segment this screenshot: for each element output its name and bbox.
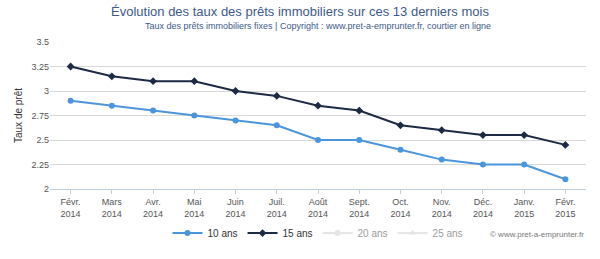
svg-text:© www.pret-a-emprunter.fr: © www.pret-a-emprunter.fr xyxy=(490,230,584,239)
svg-text:Sept.2014: Sept.2014 xyxy=(349,197,370,219)
svg-text:Févr.2015: Févr.2015 xyxy=(555,197,575,219)
svg-text:Taux de prêt: Taux de prêt xyxy=(13,88,24,143)
svg-text:Août2014: Août2014 xyxy=(308,197,328,219)
svg-text:25 ans: 25 ans xyxy=(433,228,463,239)
svg-text:20 ans: 20 ans xyxy=(358,228,388,239)
svg-text:Juin2014: Juin2014 xyxy=(226,197,246,219)
svg-text:Nov.2014: Nov.2014 xyxy=(432,197,452,219)
svg-text:Janv.2015: Janv.2015 xyxy=(514,197,535,219)
svg-text:2.25: 2.25 xyxy=(31,160,49,170)
svg-text:3.5: 3.5 xyxy=(36,37,49,47)
svg-text:2.5: 2.5 xyxy=(36,135,49,145)
svg-text:Avr.2014: Avr.2014 xyxy=(143,197,163,219)
svg-text:Évolution des taux des prêts i: Évolution des taux des prêts immobiliers… xyxy=(111,4,489,19)
svg-text:2: 2 xyxy=(44,184,49,194)
svg-text:Mars2014: Mars2014 xyxy=(102,197,123,219)
svg-text:15 ans: 15 ans xyxy=(283,228,313,239)
svg-text:Oct.2014: Oct.2014 xyxy=(390,197,410,219)
svg-text:3.25: 3.25 xyxy=(31,62,49,72)
svg-text:Déc.2014: Déc.2014 xyxy=(473,197,493,219)
svg-text:Juil.2014: Juil.2014 xyxy=(267,197,287,219)
svg-text:Taux des prêts immobiliers fix: Taux des prêts immobiliers fixes | Copyr… xyxy=(145,21,491,31)
svg-text:Févr.2014: Févr.2014 xyxy=(61,197,81,219)
svg-text:10 ans: 10 ans xyxy=(208,228,238,239)
svg-text:3: 3 xyxy=(44,86,49,96)
svg-text:2.75: 2.75 xyxy=(31,111,49,121)
svg-text:Mai2014: Mai2014 xyxy=(184,197,204,219)
